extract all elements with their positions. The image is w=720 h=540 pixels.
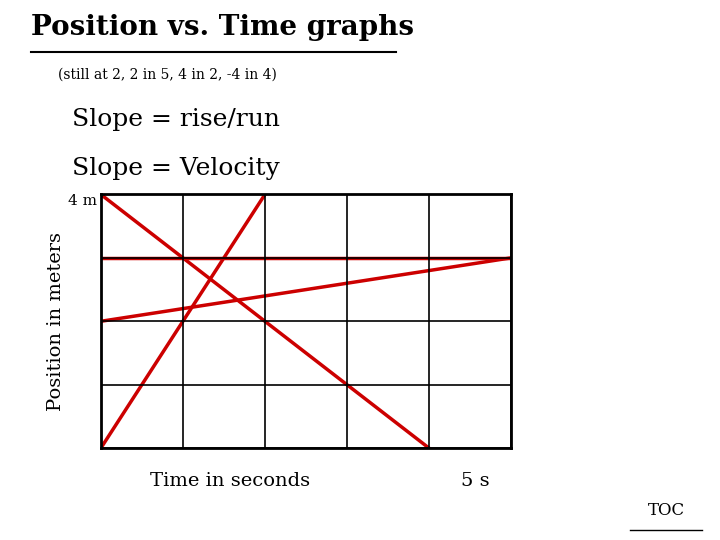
Text: TOC: TOC (647, 502, 685, 518)
Text: Position in meters: Position in meters (47, 232, 65, 411)
Text: Position vs. Time graphs: Position vs. Time graphs (31, 14, 414, 40)
Text: Time in seconds: Time in seconds (150, 471, 310, 490)
Text: 4 m: 4 m (68, 194, 96, 208)
Text: Slope = rise/run: Slope = rise/run (72, 108, 280, 131)
Text: 5 s: 5 s (461, 471, 490, 490)
Text: Slope = Velocity: Slope = Velocity (72, 157, 280, 180)
Text: (still at 2, 2 in 5, 4 in 2, -4 in 4): (still at 2, 2 in 5, 4 in 2, -4 in 4) (58, 68, 276, 82)
